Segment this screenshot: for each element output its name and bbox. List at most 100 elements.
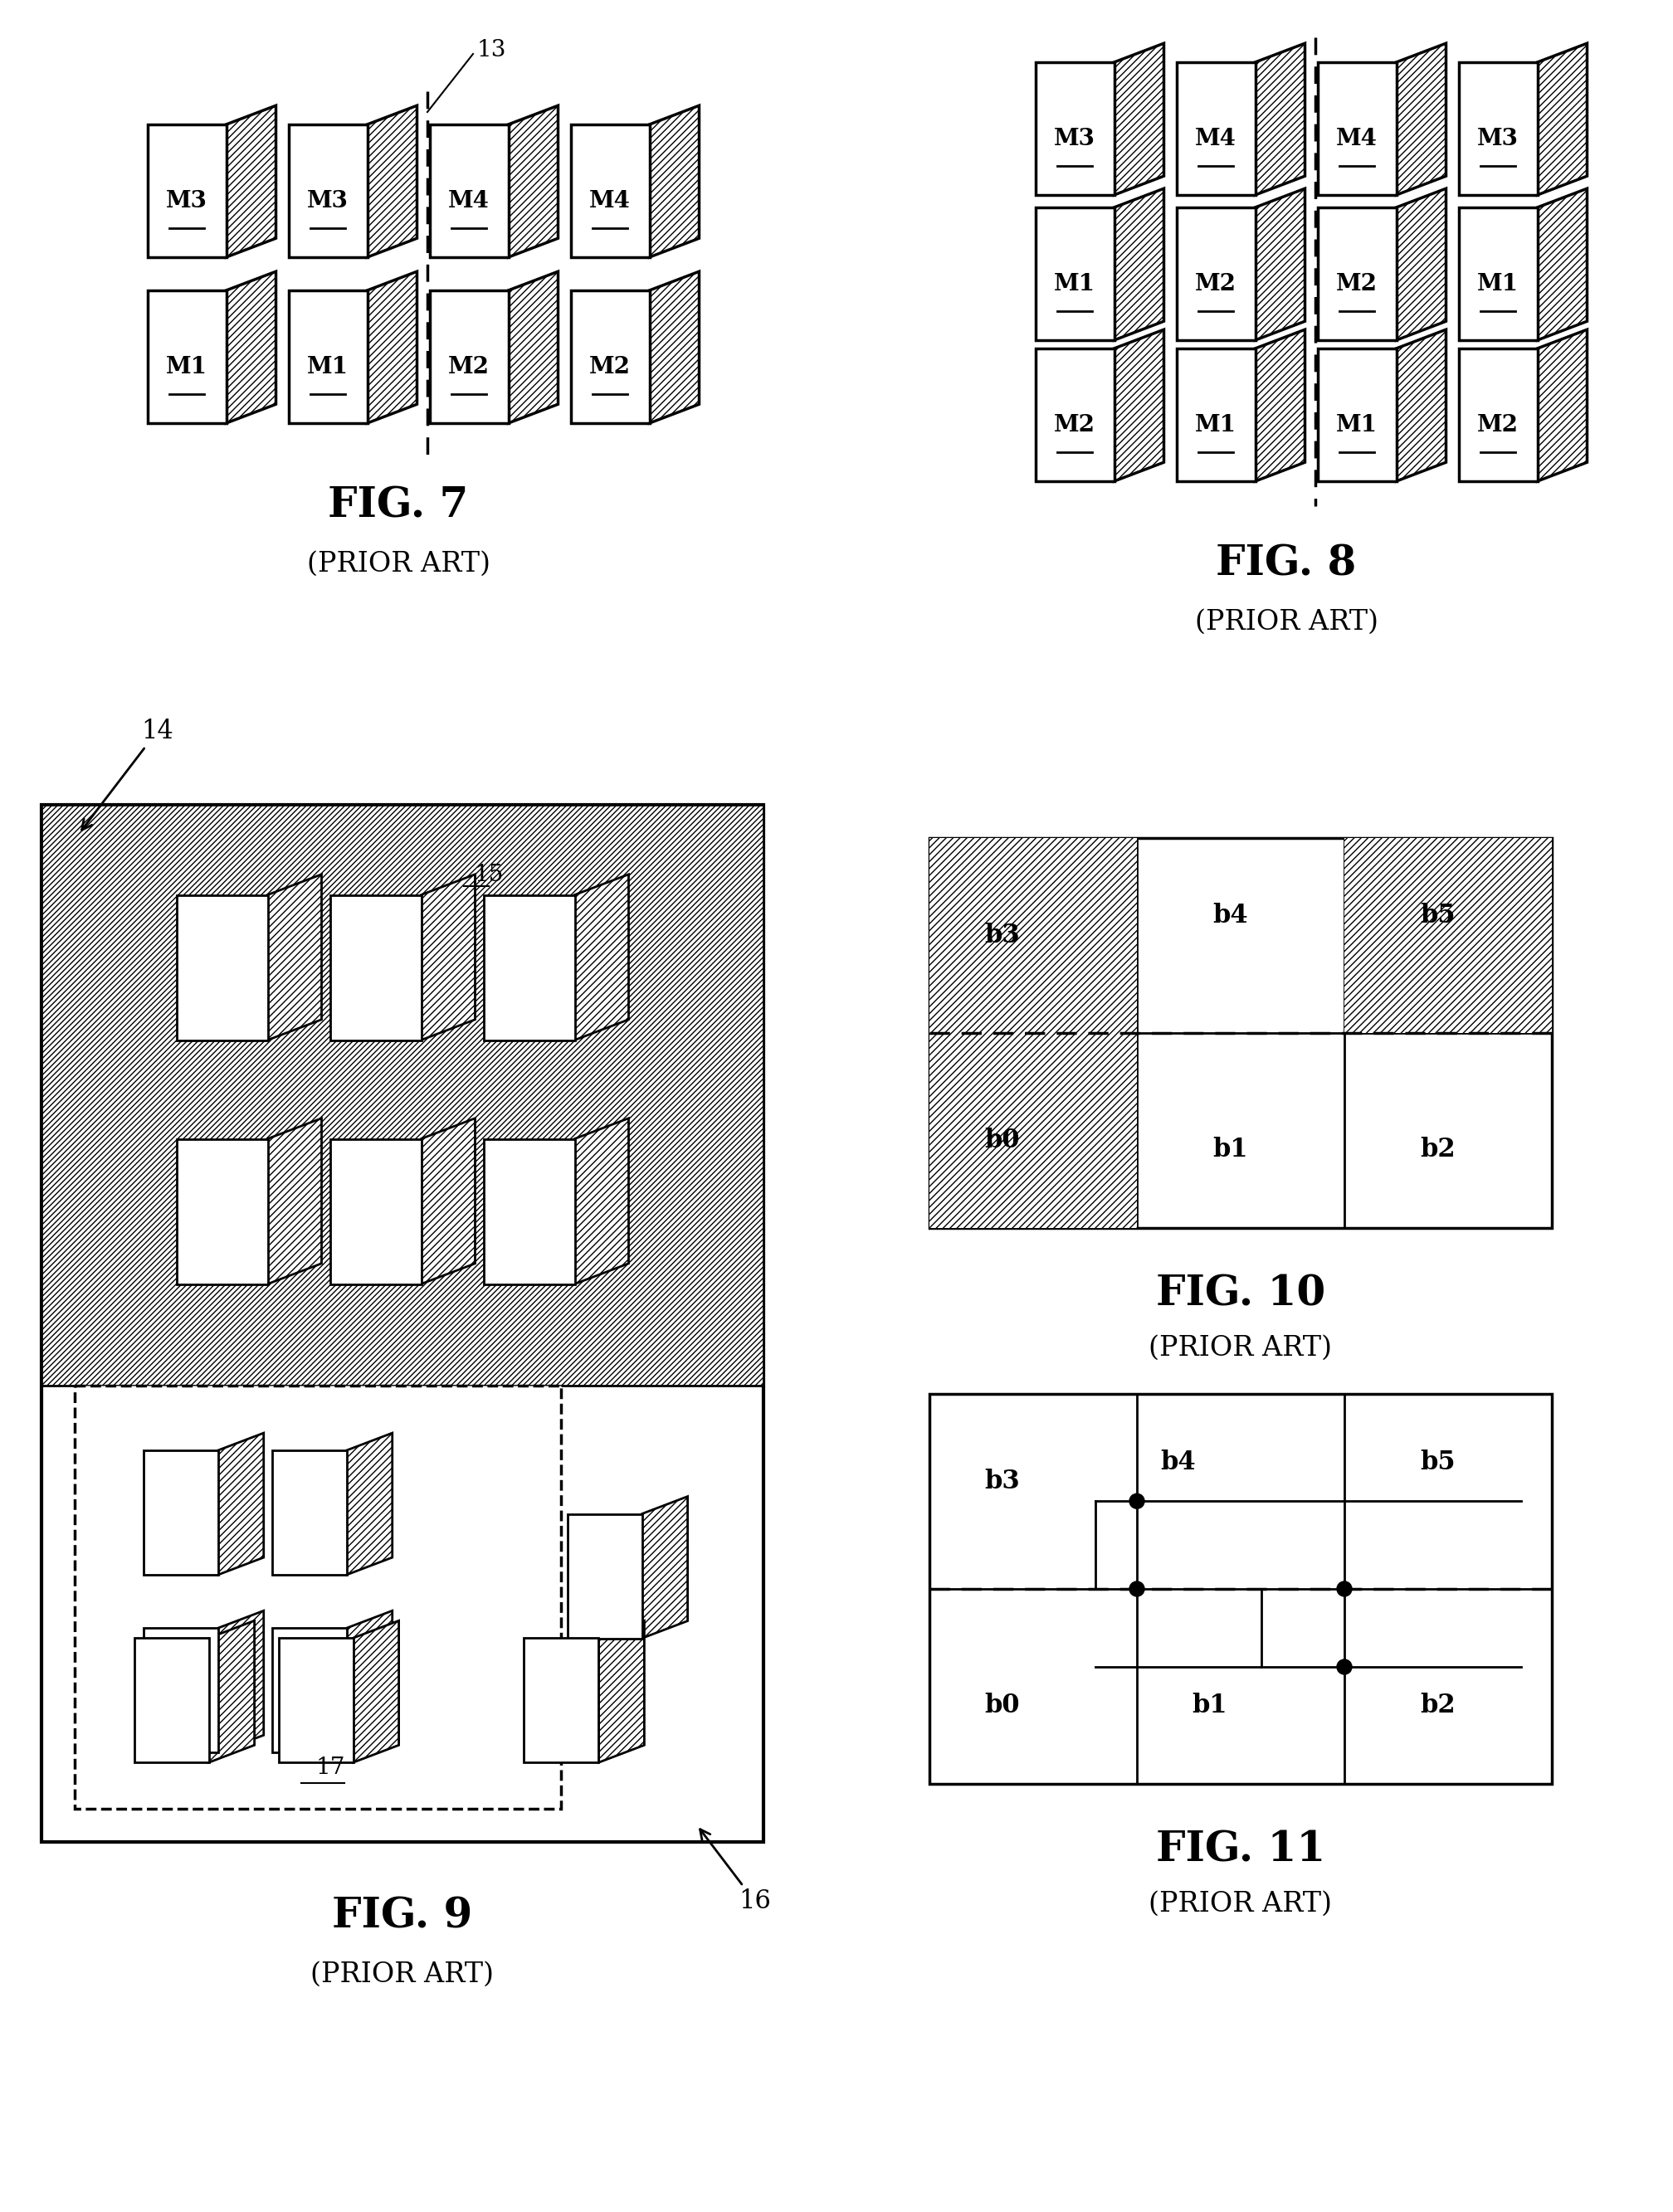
- Polygon shape: [576, 1119, 629, 1283]
- Bar: [273, 1628, 346, 1752]
- Polygon shape: [1114, 44, 1164, 195]
- Text: b4: b4: [1213, 902, 1248, 929]
- Polygon shape: [1537, 330, 1588, 482]
- Text: M1: M1: [1477, 274, 1519, 296]
- Polygon shape: [1114, 330, 1164, 482]
- Bar: [288, 290, 366, 422]
- Polygon shape: [576, 874, 629, 1040]
- Text: M1: M1: [1337, 414, 1377, 436]
- Text: FIG. 11: FIG. 11: [1156, 1829, 1325, 1871]
- Bar: [1036, 349, 1114, 482]
- Text: M2: M2: [1054, 414, 1096, 436]
- Text: M1: M1: [1195, 414, 1236, 436]
- Text: b5: b5: [1420, 1449, 1456, 1475]
- Bar: [1036, 62, 1114, 195]
- Polygon shape: [1397, 330, 1445, 482]
- Text: M4: M4: [1337, 128, 1377, 150]
- Text: 16: 16: [699, 1829, 771, 1913]
- Bar: [930, 1033, 1138, 1228]
- Polygon shape: [642, 1498, 688, 1639]
- Polygon shape: [226, 106, 276, 257]
- Text: M4: M4: [1195, 128, 1236, 150]
- Text: b2: b2: [1420, 1137, 1456, 1164]
- Polygon shape: [268, 1119, 321, 1283]
- Polygon shape: [366, 106, 417, 257]
- Text: M4: M4: [589, 190, 631, 212]
- Bar: [930, 838, 1138, 1033]
- Bar: [330, 1139, 422, 1283]
- Text: 13: 13: [477, 38, 507, 62]
- Text: b3: b3: [984, 1469, 1021, 1495]
- Text: (PRIOR ART): (PRIOR ART): [311, 1962, 494, 1989]
- Circle shape: [1337, 1582, 1352, 1597]
- Text: b1: b1: [1191, 1692, 1228, 1719]
- Bar: [1317, 208, 1397, 341]
- Text: b5: b5: [1420, 902, 1456, 929]
- Bar: [483, 1139, 576, 1283]
- Text: b4: b4: [1161, 1449, 1196, 1475]
- Text: FIG. 9: FIG. 9: [333, 1896, 473, 1938]
- Text: 15: 15: [475, 863, 504, 885]
- Bar: [42, 805, 763, 1843]
- Bar: [1317, 62, 1397, 195]
- Polygon shape: [346, 1610, 391, 1752]
- Bar: [570, 124, 649, 257]
- Text: M3: M3: [1477, 128, 1519, 150]
- Text: 14: 14: [82, 719, 174, 830]
- Polygon shape: [422, 1119, 475, 1283]
- Text: b1: b1: [1213, 1137, 1248, 1164]
- Text: (PRIOR ART): (PRIOR ART): [1149, 1336, 1332, 1363]
- Polygon shape: [1114, 188, 1164, 341]
- Text: b3: b3: [984, 922, 1021, 949]
- Bar: [1317, 349, 1397, 482]
- Text: b0: b0: [984, 1128, 1019, 1152]
- Polygon shape: [1537, 44, 1588, 195]
- Bar: [430, 124, 509, 257]
- Bar: [1036, 208, 1114, 341]
- Text: FIG. 7: FIG. 7: [328, 487, 468, 526]
- Text: M3: M3: [166, 190, 207, 212]
- Text: M1: M1: [166, 356, 207, 378]
- Polygon shape: [422, 874, 475, 1040]
- Bar: [147, 124, 226, 257]
- Polygon shape: [217, 1610, 264, 1752]
- Bar: [75, 1385, 562, 1809]
- Polygon shape: [509, 272, 559, 422]
- Polygon shape: [366, 272, 417, 422]
- Polygon shape: [1537, 188, 1588, 341]
- Bar: [1459, 208, 1537, 341]
- Bar: [1345, 838, 1553, 1033]
- Text: b0: b0: [984, 1692, 1019, 1719]
- Polygon shape: [1255, 188, 1305, 341]
- Circle shape: [1129, 1582, 1144, 1597]
- Text: b2: b2: [1420, 1692, 1456, 1719]
- Bar: [176, 1139, 268, 1283]
- Bar: [1176, 62, 1255, 195]
- Bar: [278, 1639, 353, 1763]
- Text: M2: M2: [448, 356, 490, 378]
- Text: M1: M1: [308, 356, 348, 378]
- Text: M2: M2: [1195, 274, 1236, 296]
- Polygon shape: [226, 272, 276, 422]
- Bar: [524, 1639, 599, 1763]
- Bar: [144, 1451, 217, 1575]
- Bar: [1176, 349, 1255, 482]
- Polygon shape: [346, 1433, 391, 1575]
- Bar: [930, 1394, 1553, 1783]
- Text: FIG. 8: FIG. 8: [1216, 544, 1357, 584]
- Bar: [1459, 349, 1537, 482]
- Circle shape: [1337, 1659, 1352, 1674]
- Text: M2: M2: [589, 356, 631, 378]
- Polygon shape: [599, 1621, 644, 1763]
- Text: FIG. 10: FIG. 10: [1156, 1274, 1325, 1314]
- Bar: [273, 1451, 346, 1575]
- Polygon shape: [649, 106, 699, 257]
- Polygon shape: [1255, 44, 1305, 195]
- Bar: [144, 1628, 217, 1752]
- Bar: [147, 290, 226, 422]
- Bar: [330, 896, 422, 1040]
- Bar: [1176, 208, 1255, 341]
- Text: M2: M2: [1337, 274, 1377, 296]
- Polygon shape: [209, 1621, 254, 1763]
- Bar: [570, 290, 649, 422]
